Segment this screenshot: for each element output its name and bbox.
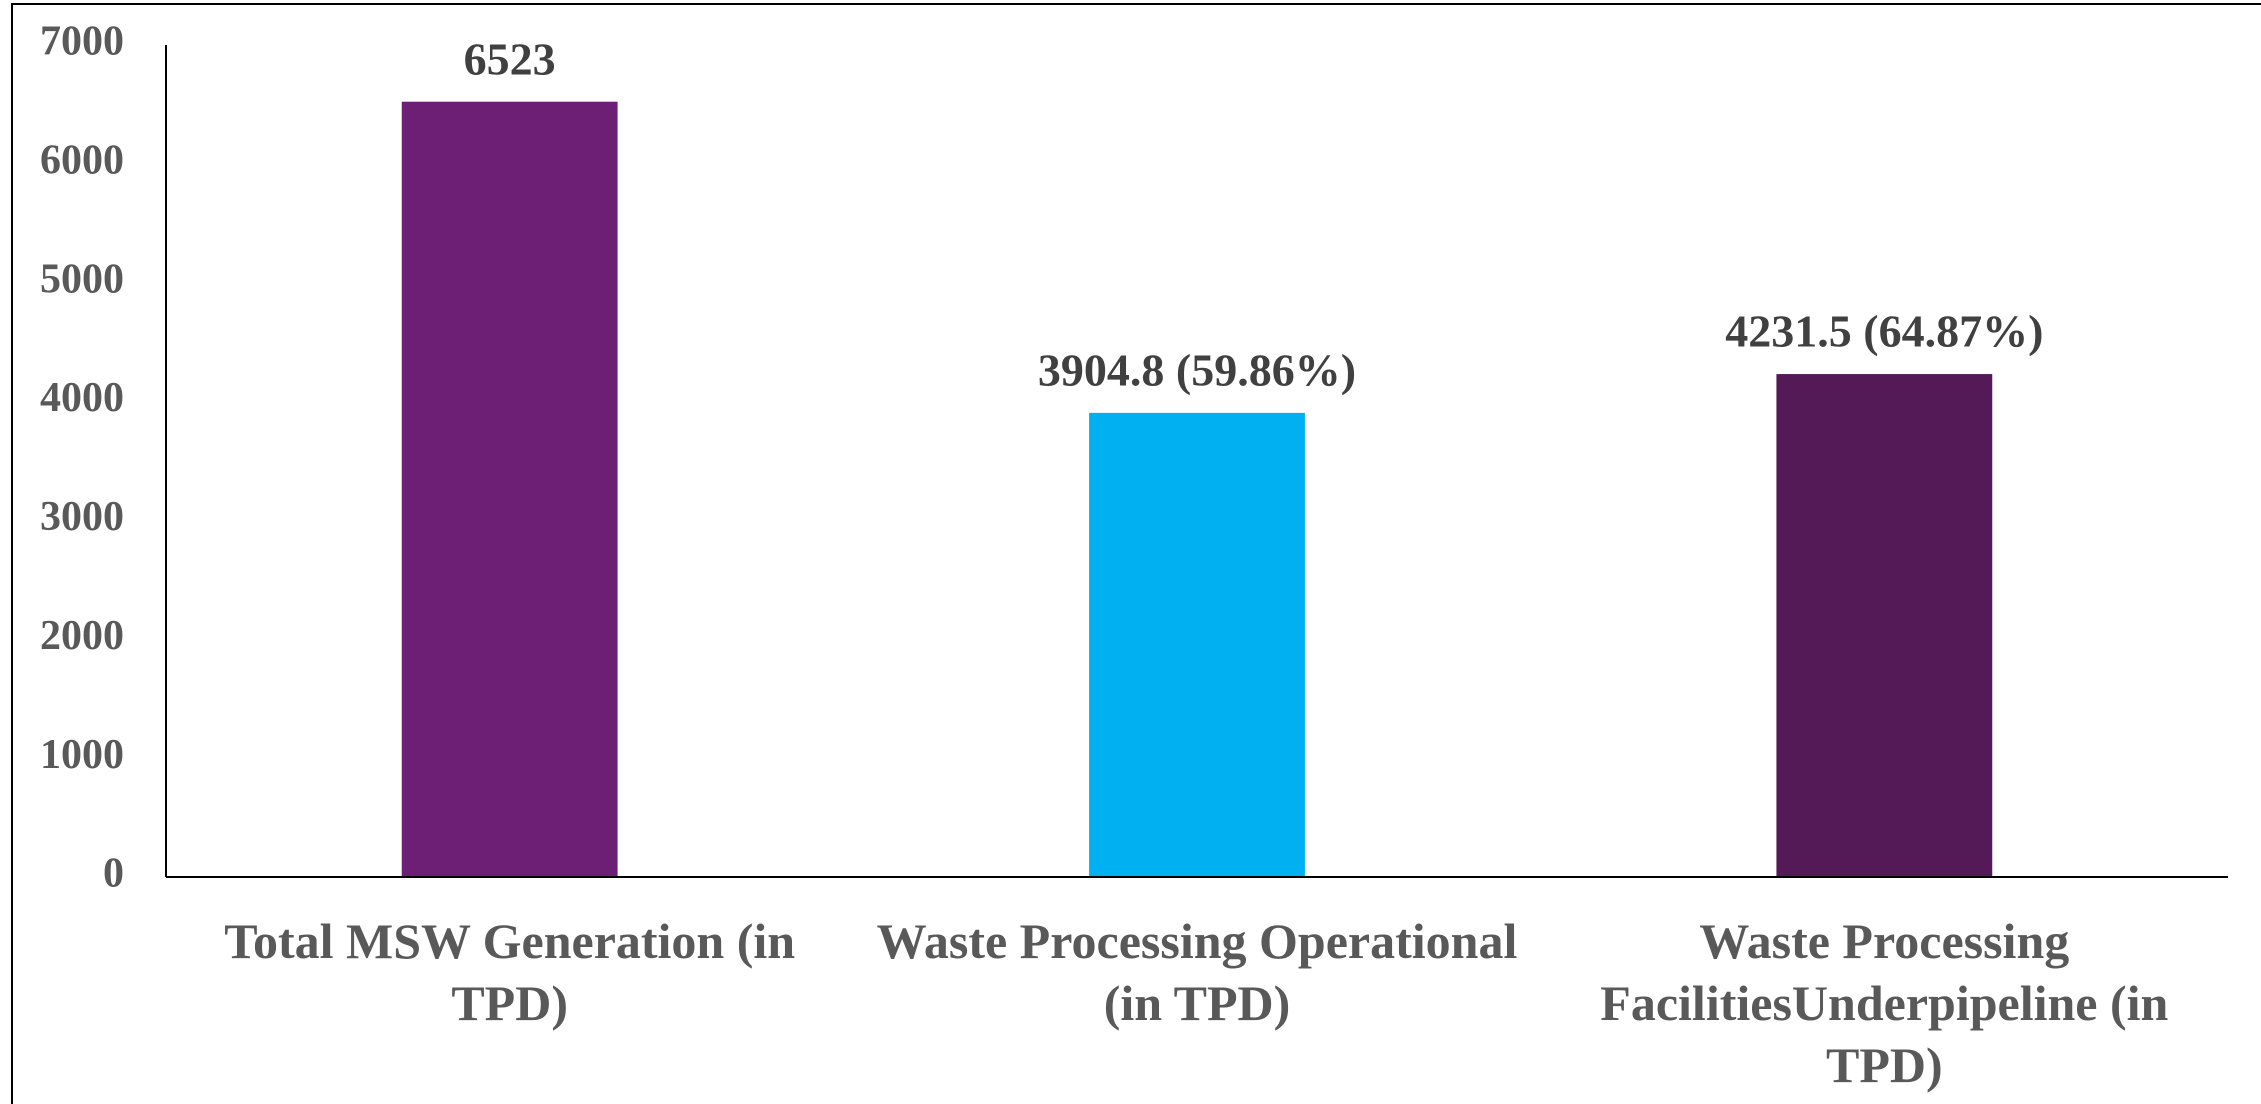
bar <box>1776 374 1993 877</box>
data-label: 3904.8 (59.86%) <box>1038 344 1356 395</box>
y-tick-label: 7000 <box>40 19 124 65</box>
y-tick-label: 3000 <box>40 494 124 540</box>
x-tick-label: Total MSW Generation (in TPD) <box>224 913 796 1031</box>
y-tick-label: 1000 <box>40 732 124 778</box>
y-tick-label: 5000 <box>40 256 124 302</box>
y-tick-label: 2000 <box>40 613 124 659</box>
y-tick-label: 0 <box>103 851 124 897</box>
bar <box>1089 412 1305 877</box>
chart-border <box>11 3 2261 1104</box>
y-tick-label: 6000 <box>40 137 124 183</box>
y-tick-label: 4000 <box>40 375 124 421</box>
bar <box>401 101 618 878</box>
x-tick-label: Waste Processing Operational (in TPD) <box>876 913 1518 1031</box>
data-label: 4231.5 (64.87%) <box>1725 306 2043 357</box>
data-label: 6523 <box>464 33 556 84</box>
x-tick-label: Waste Processing FacilitiesUnderpipeline… <box>1600 913 2169 1093</box>
